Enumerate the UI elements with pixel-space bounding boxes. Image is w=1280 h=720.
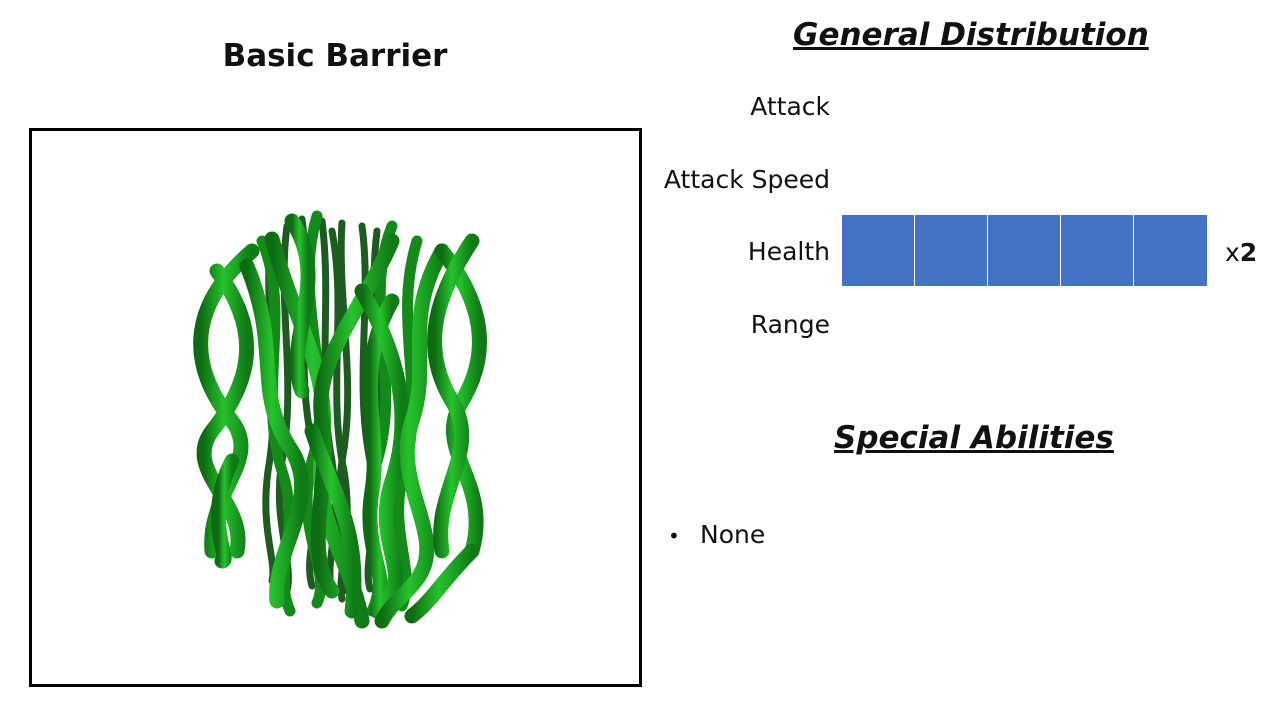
green-vine-barrier-icon <box>193 210 487 629</box>
general-distribution-heading: General Distribution <box>793 17 1149 53</box>
health-stat-bar <box>842 215 1207 286</box>
stat-segment <box>1061 215 1134 286</box>
bullet-icon: • <box>668 524 680 548</box>
stat-segment <box>915 215 988 286</box>
stat-segment <box>1134 215 1207 286</box>
stat-label-range: Range <box>750 310 830 339</box>
multiplier-prefix: x <box>1225 238 1240 267</box>
unit-title: Basic Barrier <box>222 38 448 74</box>
stat-label-attack-speed: Attack Speed <box>663 165 830 194</box>
health-multiplier: x2 <box>1225 236 1257 270</box>
multiplier-value: 2 <box>1239 238 1258 267</box>
special-abilities-heading: Special Abilities <box>834 420 1114 456</box>
unit-preview-frame <box>29 128 642 687</box>
ability-item-label: None <box>700 520 766 549</box>
stat-label-attack: Attack <box>750 92 830 121</box>
ability-item: • None <box>668 518 765 553</box>
stat-label-health: Health <box>747 237 830 266</box>
ability-list: • None <box>668 518 765 553</box>
stat-segment <box>988 215 1061 286</box>
stat-segment <box>842 215 915 286</box>
